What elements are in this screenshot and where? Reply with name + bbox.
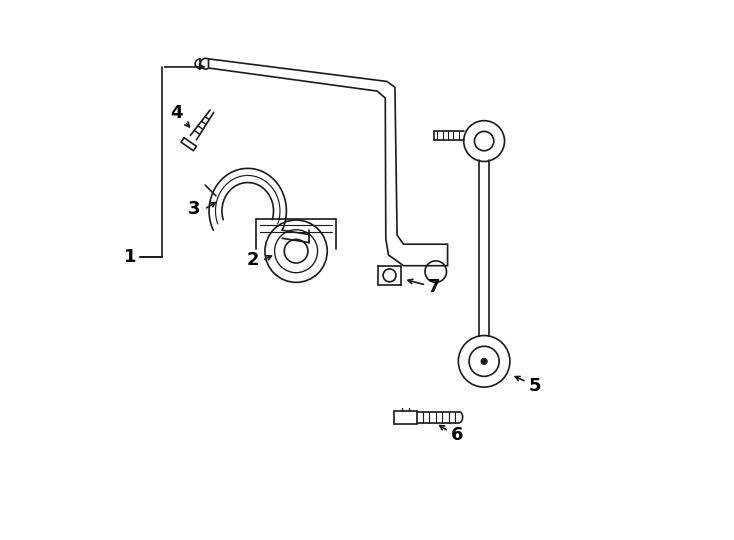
Text: 2: 2: [247, 251, 259, 269]
Text: 5: 5: [529, 376, 542, 395]
Polygon shape: [208, 59, 448, 266]
Circle shape: [481, 358, 487, 365]
Text: 6: 6: [451, 427, 463, 444]
Text: 4: 4: [170, 104, 183, 122]
Text: 7: 7: [427, 278, 440, 296]
Text: 3: 3: [188, 200, 200, 218]
Text: 1: 1: [124, 247, 137, 266]
